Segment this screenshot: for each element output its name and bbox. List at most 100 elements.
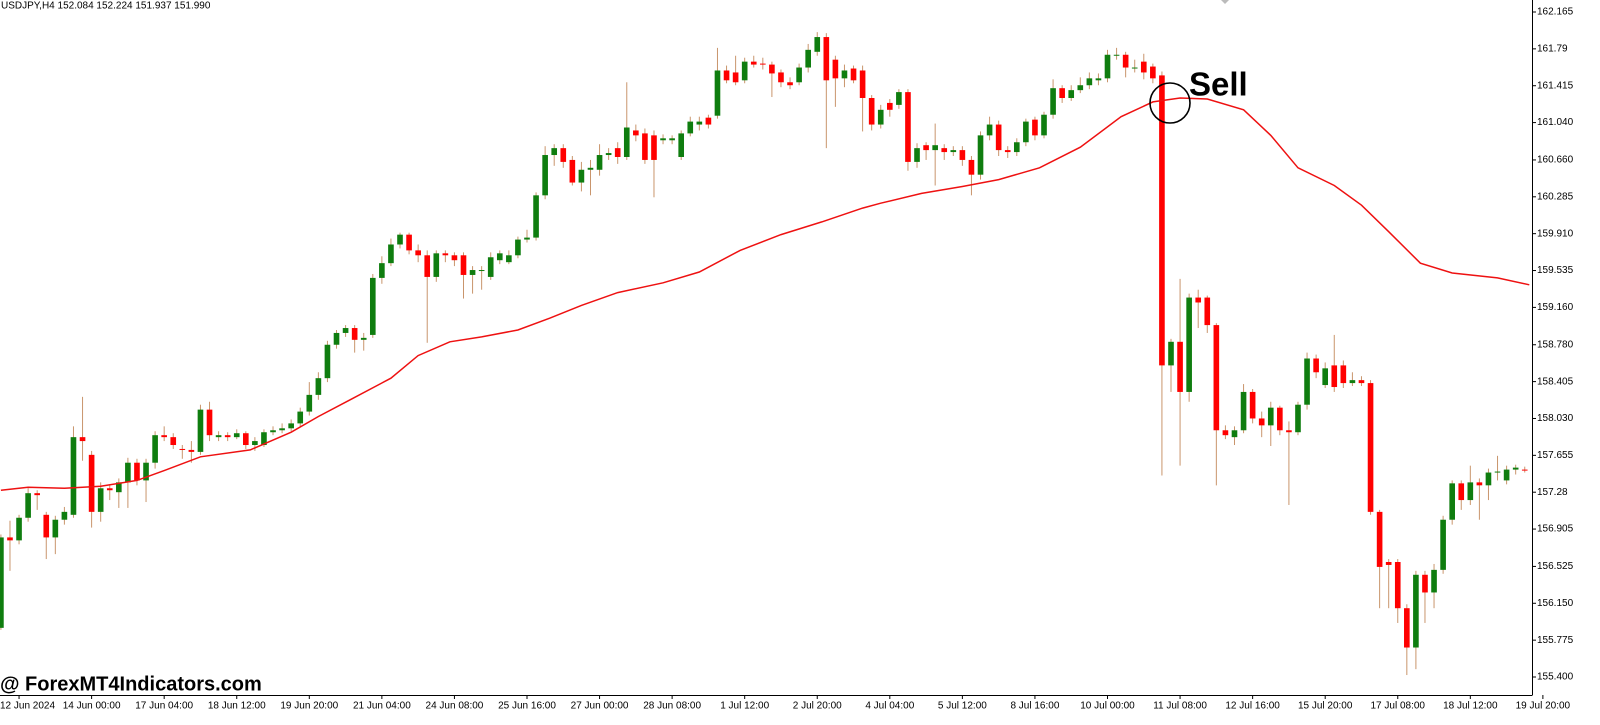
candle-body bbox=[252, 441, 258, 446]
candle-body bbox=[977, 135, 984, 175]
candle-body bbox=[696, 121, 703, 125]
sell-annotation: Sell bbox=[1189, 66, 1248, 103]
candle-body bbox=[1095, 78, 1102, 81]
candle-body bbox=[342, 328, 349, 333]
candle-body bbox=[1104, 54, 1111, 79]
candle-body bbox=[1277, 407, 1283, 431]
signal-circle bbox=[1149, 82, 1191, 124]
x-tick-label: 18 Jun 12:00 bbox=[208, 701, 266, 712]
candle-body bbox=[1222, 430, 1229, 436]
candle-body bbox=[125, 462, 131, 483]
candle-body bbox=[279, 428, 285, 431]
y-tick-label: 161.415 bbox=[1537, 80, 1574, 91]
candle-body bbox=[896, 92, 902, 105]
y-tick-label: 155.775 bbox=[1537, 635, 1574, 646]
candle-body bbox=[1231, 430, 1238, 438]
candle-body bbox=[1322, 368, 1329, 386]
x-tick-label: 24 Jun 08:00 bbox=[426, 701, 484, 712]
y-tick-label: 158.030 bbox=[1537, 413, 1574, 424]
candle-body bbox=[333, 332, 340, 345]
y-tick-label: 156.150 bbox=[1537, 598, 1574, 609]
candle-body bbox=[1050, 88, 1056, 115]
candle-body bbox=[1313, 358, 1319, 373]
candle-body bbox=[43, 514, 50, 538]
watermark: @ ForexMT4Indicators.com bbox=[0, 673, 262, 695]
x-tick-label: 12 Jun 2024 bbox=[0, 701, 55, 712]
candle-body bbox=[1485, 472, 1492, 486]
scroll-marker bbox=[1221, 0, 1229, 4]
candle-body bbox=[678, 133, 685, 157]
candle-body bbox=[97, 488, 104, 512]
candle-body bbox=[660, 138, 666, 141]
candle-body bbox=[25, 493, 31, 518]
candle-body bbox=[1331, 365, 1338, 388]
candle-body bbox=[360, 337, 367, 340]
candle-body bbox=[106, 488, 113, 491]
candle-body bbox=[1032, 119, 1038, 136]
candle-body bbox=[451, 255, 458, 261]
candle-body bbox=[605, 153, 612, 156]
candle-body bbox=[741, 61, 748, 81]
symbol-info: USDJPY,H4 152.084 152.224 151.937 151.99… bbox=[1, 1, 211, 12]
x-tick-label: 18 Jul 12:00 bbox=[1443, 701, 1498, 712]
candle-body bbox=[651, 135, 657, 160]
candle-body bbox=[1086, 78, 1093, 86]
candle-body bbox=[288, 423, 294, 429]
candle-body bbox=[134, 462, 140, 481]
candle-body bbox=[1140, 61, 1147, 73]
candle-body bbox=[959, 150, 966, 160]
candle-body bbox=[197, 409, 204, 452]
candle-body bbox=[188, 449, 195, 452]
candle-body bbox=[542, 155, 548, 196]
candle-body bbox=[351, 328, 358, 340]
candle-body bbox=[923, 145, 929, 151]
candle-body bbox=[34, 493, 41, 496]
x-tick-label: 14 Jun 00:00 bbox=[63, 701, 121, 712]
candle-body bbox=[533, 195, 539, 238]
plot bbox=[0, 32, 1530, 676]
candle-body bbox=[1195, 297, 1202, 303]
candle-body bbox=[778, 72, 784, 83]
candle-body bbox=[161, 435, 167, 438]
candle-body bbox=[215, 435, 222, 438]
candle-body bbox=[714, 70, 721, 116]
candle-body bbox=[233, 433, 240, 438]
candle-body bbox=[796, 67, 802, 83]
y-tick-label: 160.660 bbox=[1537, 155, 1574, 166]
candle-body bbox=[787, 82, 793, 86]
candle-body bbox=[905, 92, 911, 162]
candle-body bbox=[152, 435, 158, 463]
candle-body bbox=[424, 255, 431, 277]
candle-body bbox=[1367, 383, 1374, 512]
candle-body bbox=[587, 167, 594, 170]
x-tick-label: 19 Jul 20:00 bbox=[1516, 701, 1571, 712]
candle-body bbox=[823, 37, 830, 81]
candle-body bbox=[406, 234, 412, 251]
candle-body bbox=[261, 432, 267, 446]
y-tick-label: 161.040 bbox=[1537, 117, 1574, 128]
candle-body bbox=[1004, 150, 1011, 153]
candle-body bbox=[1113, 54, 1120, 56]
x-tick-label: 28 Jun 08:00 bbox=[643, 701, 701, 712]
candle-body bbox=[832, 59, 839, 79]
y-tick-label: 161.79 bbox=[1537, 43, 1568, 54]
candle-body bbox=[116, 482, 122, 493]
x-tick-label: 25 Jun 16:00 bbox=[498, 701, 556, 712]
candle-body bbox=[306, 394, 313, 412]
candle-body bbox=[242, 433, 249, 446]
candle-body bbox=[1458, 483, 1465, 501]
candle-body bbox=[914, 148, 920, 162]
candle-body bbox=[478, 270, 485, 272]
candle-body bbox=[170, 437, 177, 446]
candle-body bbox=[1476, 482, 1483, 486]
candle-body bbox=[760, 63, 766, 65]
candle-body bbox=[179, 448, 186, 450]
candle-body bbox=[723, 70, 730, 81]
candle-body bbox=[16, 517, 22, 541]
candle-body bbox=[1295, 404, 1301, 433]
candle-body bbox=[596, 155, 603, 170]
candle-body bbox=[551, 148, 558, 156]
candle-body bbox=[397, 234, 403, 245]
candle-body bbox=[297, 411, 304, 424]
